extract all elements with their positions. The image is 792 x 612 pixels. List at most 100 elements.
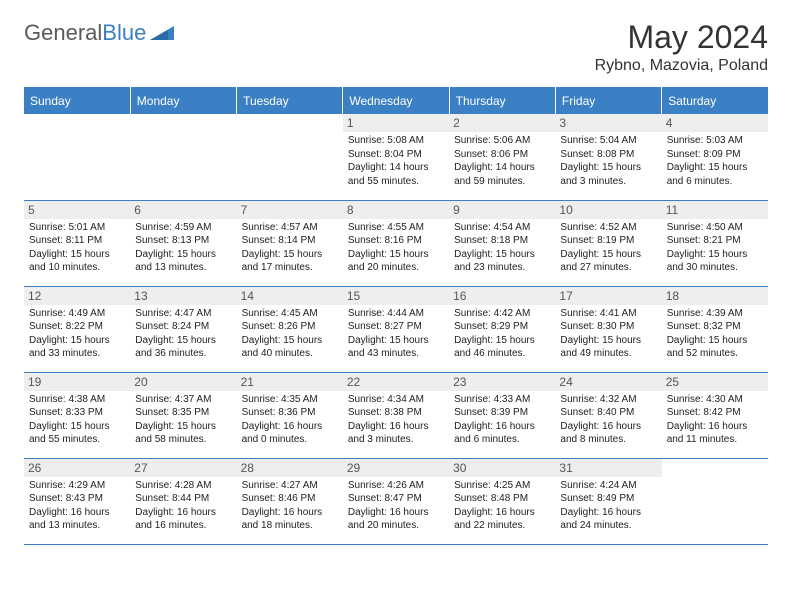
calendar-cell: 9Sunrise: 4:54 AMSunset: 8:18 PMDaylight…	[449, 200, 555, 286]
calendar-cell: 5Sunrise: 5:01 AMSunset: 8:11 PMDaylight…	[24, 200, 130, 286]
day-number: 13	[130, 287, 236, 305]
logo-text: GeneralBlue	[24, 20, 146, 46]
day-number: 7	[237, 201, 343, 219]
calendar-cell: 16 Sunrise: 4:42 AMSunset: 8:29 PMDayligh…	[449, 286, 555, 372]
day-number: 20	[130, 373, 236, 391]
day-info: Sunrise: 4:54 AMSunset: 8:18 PMDaylight:…	[454, 221, 550, 275]
logo-text-general: General	[24, 20, 102, 45]
calendar-cell: 31Sunrise: 4:24 AMSunset: 8:49 PMDayligh…	[555, 458, 661, 544]
weekday-header: Thursday	[449, 88, 555, 115]
calendar-cell: 4 Sunrise: 5:03 AMSunset: 8:09 PMDaylight…	[662, 114, 768, 200]
day-number: 12	[24, 287, 130, 305]
calendar-cell: 20 Sunrise: 4:37 AMSunset: 8:35 PMDayligh…	[130, 372, 236, 458]
day-info: Sunrise: 4:41 AMSunset: 8:30 PMDaylight:…	[560, 307, 656, 361]
calendar-cell: 24 Sunrise: 4:32 AMSunset: 8:40 PMDayligh…	[555, 372, 661, 458]
calendar-row: 26Sunrise: 4:29 AMSunset: 8:43 PMDayligh…	[24, 458, 768, 544]
day-number: 19	[24, 373, 130, 391]
month-title: May 2024	[595, 20, 768, 55]
day-number: 11	[662, 201, 768, 219]
day-number: 18	[662, 287, 768, 305]
day-number: 6	[130, 201, 236, 219]
calendar-cell: 8 Sunrise: 4:55 AMSunset: 8:16 PMDaylight…	[343, 200, 449, 286]
calendar-cell: 15 Sunrise: 4:44 AMSunset: 8:27 PMDayligh…	[343, 286, 449, 372]
calendar-table: Sunday Monday Tuesday Wednesday Thursday…	[24, 87, 768, 545]
day-info: Sunrise: 4:28 AMSunset: 8:44 PMDaylight:…	[135, 479, 231, 533]
weekday-row: Sunday Monday Tuesday Wednesday Thursday…	[24, 88, 768, 115]
weekday-header: Saturday	[662, 88, 768, 115]
logo-text-blue: Blue	[102, 20, 146, 45]
day-number: 16	[449, 287, 555, 305]
weekday-header: Wednesday	[343, 88, 449, 115]
day-number: 4	[662, 114, 768, 132]
day-info: Sunrise: 4:38 AMSunset: 8:33 PMDaylight:…	[29, 393, 125, 447]
calendar-cell: 18 Sunrise: 4:39 AMSunset: 8:32 PMDayligh…	[662, 286, 768, 372]
day-info: Sunrise: 4:47 AMSunset: 8:24 PMDaylight:…	[135, 307, 231, 361]
calendar-cell: 30Sunrise: 4:25 AMSunset: 8:48 PMDayligh…	[449, 458, 555, 544]
day-info: Sunrise: 4:49 AMSunset: 8:22 PMDaylight:…	[29, 307, 125, 361]
weekday-header: Monday	[130, 88, 236, 115]
calendar-cell: 29 Sunrise: 4:26 AMSunset: 8:47 PMDayligh…	[343, 458, 449, 544]
calendar-cell: 13 Sunrise: 4:47 AMSunset: 8:24 PMDayligh…	[130, 286, 236, 372]
weekday-header: Sunday	[24, 88, 130, 115]
calendar-cell: 26Sunrise: 4:29 AMSunset: 8:43 PMDayligh…	[24, 458, 130, 544]
day-info: Sunrise: 4:42 AMSunset: 8:29 PMDaylight:…	[454, 307, 550, 361]
day-number: 25	[662, 373, 768, 391]
day-info: Sunrise: 4:59 AMSunset: 8:13 PMDaylight:…	[135, 221, 231, 275]
calendar-cell: 21 Sunrise: 4:35 AMSunset: 8:36 PMDayligh…	[237, 372, 343, 458]
logo-triangle-icon	[150, 22, 174, 45]
day-number: 21	[237, 373, 343, 391]
calendar-cell: 11 Sunrise: 4:50 AMSunset: 8:21 PMDayligh…	[662, 200, 768, 286]
day-info: Sunrise: 4:37 AMSunset: 8:35 PMDaylight:…	[135, 393, 231, 447]
day-number: 24	[555, 373, 661, 391]
day-info: Sunrise: 4:35 AMSunset: 8:36 PMDaylight:…	[242, 393, 338, 447]
calendar-cell: 6 Sunrise: 4:59 AMSunset: 8:13 PMDaylight…	[130, 200, 236, 286]
day-number: 8	[343, 201, 449, 219]
calendar-cell: 1 Sunrise: 5:08 AMSunset: 8:04 PMDaylight…	[343, 114, 449, 200]
calendar-cell: 2 Sunrise: 5:06 AMSunset: 8:06 PMDaylight…	[449, 114, 555, 200]
calendar-cell: 22Sunrise: 4:34 AMSunset: 8:38 PMDayligh…	[343, 372, 449, 458]
calendar-row: 1 Sunrise: 5:08 AMSunset: 8:04 PMDaylight…	[24, 114, 768, 200]
calendar-cell: 23 Sunrise: 4:33 AMSunset: 8:39 PMDayligh…	[449, 372, 555, 458]
day-info: Sunrise: 5:03 AMSunset: 8:09 PMDaylight:…	[667, 134, 763, 188]
logo: GeneralBlue	[24, 20, 174, 46]
day-number: 29	[343, 459, 449, 477]
day-number: 27	[130, 459, 236, 477]
day-info: Sunrise: 4:24 AMSunset: 8:49 PMDaylight:…	[560, 479, 656, 533]
calendar-cell	[130, 114, 236, 200]
title-block: May 2024 Rybno, Mazovia, Poland	[595, 20, 768, 75]
weekday-header: Tuesday	[237, 88, 343, 115]
day-info: Sunrise: 4:45 AMSunset: 8:26 PMDaylight:…	[242, 307, 338, 361]
day-number: 1	[343, 114, 449, 132]
calendar-cell	[237, 114, 343, 200]
calendar-cell: 17 Sunrise: 4:41 AMSunset: 8:30 PMDayligh…	[555, 286, 661, 372]
calendar-cell: 3Sunrise: 5:04 AMSunset: 8:08 PMDaylight…	[555, 114, 661, 200]
calendar-cell: 19 Sunrise: 4:38 AMSunset: 8:33 PMDayligh…	[24, 372, 130, 458]
day-info: Sunrise: 4:26 AMSunset: 8:47 PMDaylight:…	[348, 479, 444, 533]
day-info: Sunrise: 4:30 AMSunset: 8:42 PMDaylight:…	[667, 393, 763, 447]
day-info: Sunrise: 4:44 AMSunset: 8:27 PMDaylight:…	[348, 307, 444, 361]
day-number: 2	[449, 114, 555, 132]
day-info: Sunrise: 4:57 AMSunset: 8:14 PMDaylight:…	[242, 221, 338, 275]
day-info: Sunrise: 4:32 AMSunset: 8:40 PMDaylight:…	[560, 393, 656, 447]
day-info: Sunrise: 4:50 AMSunset: 8:21 PMDaylight:…	[667, 221, 763, 275]
calendar-cell	[24, 114, 130, 200]
calendar-row: 19 Sunrise: 4:38 AMSunset: 8:33 PMDayligh…	[24, 372, 768, 458]
day-info: Sunrise: 5:08 AMSunset: 8:04 PMDaylight:…	[348, 134, 444, 188]
day-info: Sunrise: 4:29 AMSunset: 8:43 PMDaylight:…	[29, 479, 125, 533]
day-number: 22	[343, 373, 449, 391]
location: Rybno, Mazovia, Poland	[595, 57, 768, 75]
day-number: 5	[24, 201, 130, 219]
day-info: Sunrise: 5:06 AMSunset: 8:06 PMDaylight:…	[454, 134, 550, 188]
calendar-cell: 14Sunrise: 4:45 AMSunset: 8:26 PMDayligh…	[237, 286, 343, 372]
calendar-cell: 28Sunrise: 4:27 AMSunset: 8:46 PMDayligh…	[237, 458, 343, 544]
day-number: 23	[449, 373, 555, 391]
day-info: Sunrise: 4:39 AMSunset: 8:32 PMDaylight:…	[667, 307, 763, 361]
day-number: 15	[343, 287, 449, 305]
calendar-cell: 27 Sunrise: 4:28 AMSunset: 8:44 PMDayligh…	[130, 458, 236, 544]
day-number: 17	[555, 287, 661, 305]
calendar-cell: 12 Sunrise: 4:49 AMSunset: 8:22 PMDayligh…	[24, 286, 130, 372]
header: GeneralBlue May 2024 Rybno, Mazovia, Pol…	[24, 20, 768, 75]
day-info: Sunrise: 4:55 AMSunset: 8:16 PMDaylight:…	[348, 221, 444, 275]
calendar-row: 12 Sunrise: 4:49 AMSunset: 8:22 PMDayligh…	[24, 286, 768, 372]
day-info: Sunrise: 4:33 AMSunset: 8:39 PMDaylight:…	[454, 393, 550, 447]
